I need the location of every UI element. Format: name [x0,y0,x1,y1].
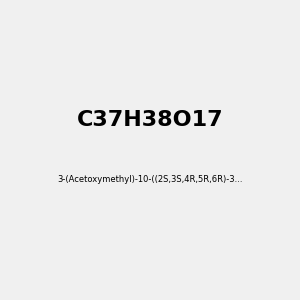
Text: 3-(Acetoxymethyl)-10-((2S,3S,4R,5R,6R)-3...: 3-(Acetoxymethyl)-10-((2S,3S,4R,5R,6R)-3… [57,176,243,184]
Text: C37H38O17: C37H38O17 [77,110,223,130]
